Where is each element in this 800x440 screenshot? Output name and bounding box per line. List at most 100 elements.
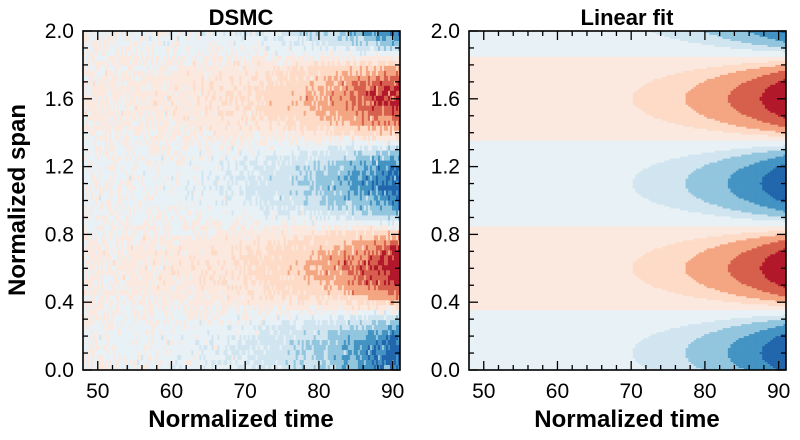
heatmap-cell [209, 66, 211, 71]
heatmap-cell [372, 71, 374, 76]
heatmap-cell [195, 131, 197, 136]
heatmap-cell [322, 81, 324, 86]
heatmap-cell [312, 46, 314, 51]
heatmap-cell [294, 126, 296, 131]
heatmap-cell [87, 116, 89, 121]
heatmap-cell [169, 156, 171, 161]
heatmap-cell [302, 46, 304, 51]
heatmap-cell [235, 101, 237, 106]
heatmap-cell [256, 96, 258, 101]
heatmap-cell [165, 126, 167, 131]
heatmap-cell [308, 126, 310, 131]
heatmap-cell [157, 96, 159, 101]
heatmap-cell [290, 51, 292, 56]
heatmap-cell [195, 111, 197, 116]
heatmap-cell [119, 41, 121, 46]
heatmap-cell [294, 146, 296, 151]
heatmap-cell [97, 101, 99, 106]
heatmap-cell [191, 136, 193, 141]
heatmap-cell [268, 106, 270, 111]
heatmap-cell [223, 161, 225, 166]
heatmap-cell [239, 161, 241, 166]
heatmap-cell [376, 36, 378, 41]
heatmap-cell [328, 81, 330, 86]
heatmap-cell [354, 141, 356, 146]
heatmap-cell [217, 101, 219, 106]
heatmap-cell [157, 156, 159, 161]
heatmap-cell [362, 91, 364, 96]
heatmap-cell [242, 56, 244, 61]
heatmap-cell [322, 41, 324, 46]
heatmap-cell [181, 121, 183, 126]
heatmap-cell [113, 61, 115, 66]
heatmap-cell [209, 106, 211, 111]
heatmap-cell [235, 126, 237, 131]
heatmap-cell [163, 156, 165, 161]
heatmap-cell [203, 91, 205, 96]
heatmap-cell [262, 71, 264, 76]
heatmap-cell [113, 31, 115, 36]
heatmap-cell [350, 161, 352, 166]
heatmap-cell [332, 166, 334, 171]
heatmap-cell [322, 61, 324, 66]
heatmap-cell [223, 66, 225, 71]
heatmap-cell [173, 136, 175, 141]
heatmap-cell [235, 141, 237, 146]
heatmap-cell [246, 141, 248, 146]
heatmap-cell [105, 126, 107, 131]
heatmap-cell [201, 61, 203, 66]
heatmap-cell [207, 66, 209, 71]
heatmap-cell [125, 151, 127, 156]
heatmap-cell [272, 141, 274, 146]
heatmap-cell [197, 66, 199, 71]
heatmap-cell [187, 106, 189, 111]
heatmap-cell [181, 186, 183, 191]
heatmap-cell [318, 101, 320, 106]
heatmap-cell [97, 156, 99, 161]
heatmap-cell [262, 141, 264, 146]
heatmap-cell [346, 156, 348, 161]
heatmap-cell [302, 81, 304, 86]
heatmap-cell [185, 51, 187, 56]
heatmap-cell [89, 86, 91, 91]
heatmap-cell [378, 96, 380, 101]
heatmap-cell [115, 126, 117, 131]
heatmap-cell [223, 76, 225, 81]
heatmap-cell [185, 61, 187, 66]
heatmap-cell [262, 166, 264, 171]
heatmap-cell [306, 46, 308, 51]
heatmap-cell [125, 156, 127, 161]
heatmap-cell [187, 101, 189, 106]
heatmap-cell [368, 81, 370, 86]
heatmap-cell [362, 96, 364, 101]
heatmap-cell [149, 171, 151, 176]
heatmap-cell [354, 171, 356, 176]
heatmap-cell [322, 176, 324, 181]
heatmap-cell [382, 161, 384, 166]
heatmap-cell [262, 131, 264, 136]
heatmap-cell [109, 181, 111, 186]
heatmap-cell [272, 116, 274, 121]
heatmap-cell [93, 86, 95, 91]
heatmap-cell [392, 46, 394, 51]
heatmap-cell [280, 141, 282, 146]
heatmap-cell [256, 46, 258, 51]
heatmap-cell [131, 146, 133, 151]
heatmap-cell [268, 66, 270, 71]
heatmap-cell [334, 56, 336, 61]
heatmap-cell [105, 176, 107, 181]
heatmap-cell [153, 131, 155, 136]
heatmap-cell [308, 161, 310, 166]
heatmap-cell [394, 136, 396, 141]
heatmap-cell [93, 36, 95, 41]
heatmap-cell [302, 136, 304, 141]
heatmap-cell [332, 71, 334, 76]
heatmap-cell [169, 91, 171, 96]
heatmap-cell [187, 121, 189, 126]
heatmap-cell [354, 161, 356, 166]
heatmap-cell [350, 91, 352, 96]
heatmap-cell [294, 156, 296, 161]
heatmap-cell [252, 61, 254, 66]
heatmap-cell [384, 121, 386, 126]
heatmap-cell [344, 146, 346, 151]
